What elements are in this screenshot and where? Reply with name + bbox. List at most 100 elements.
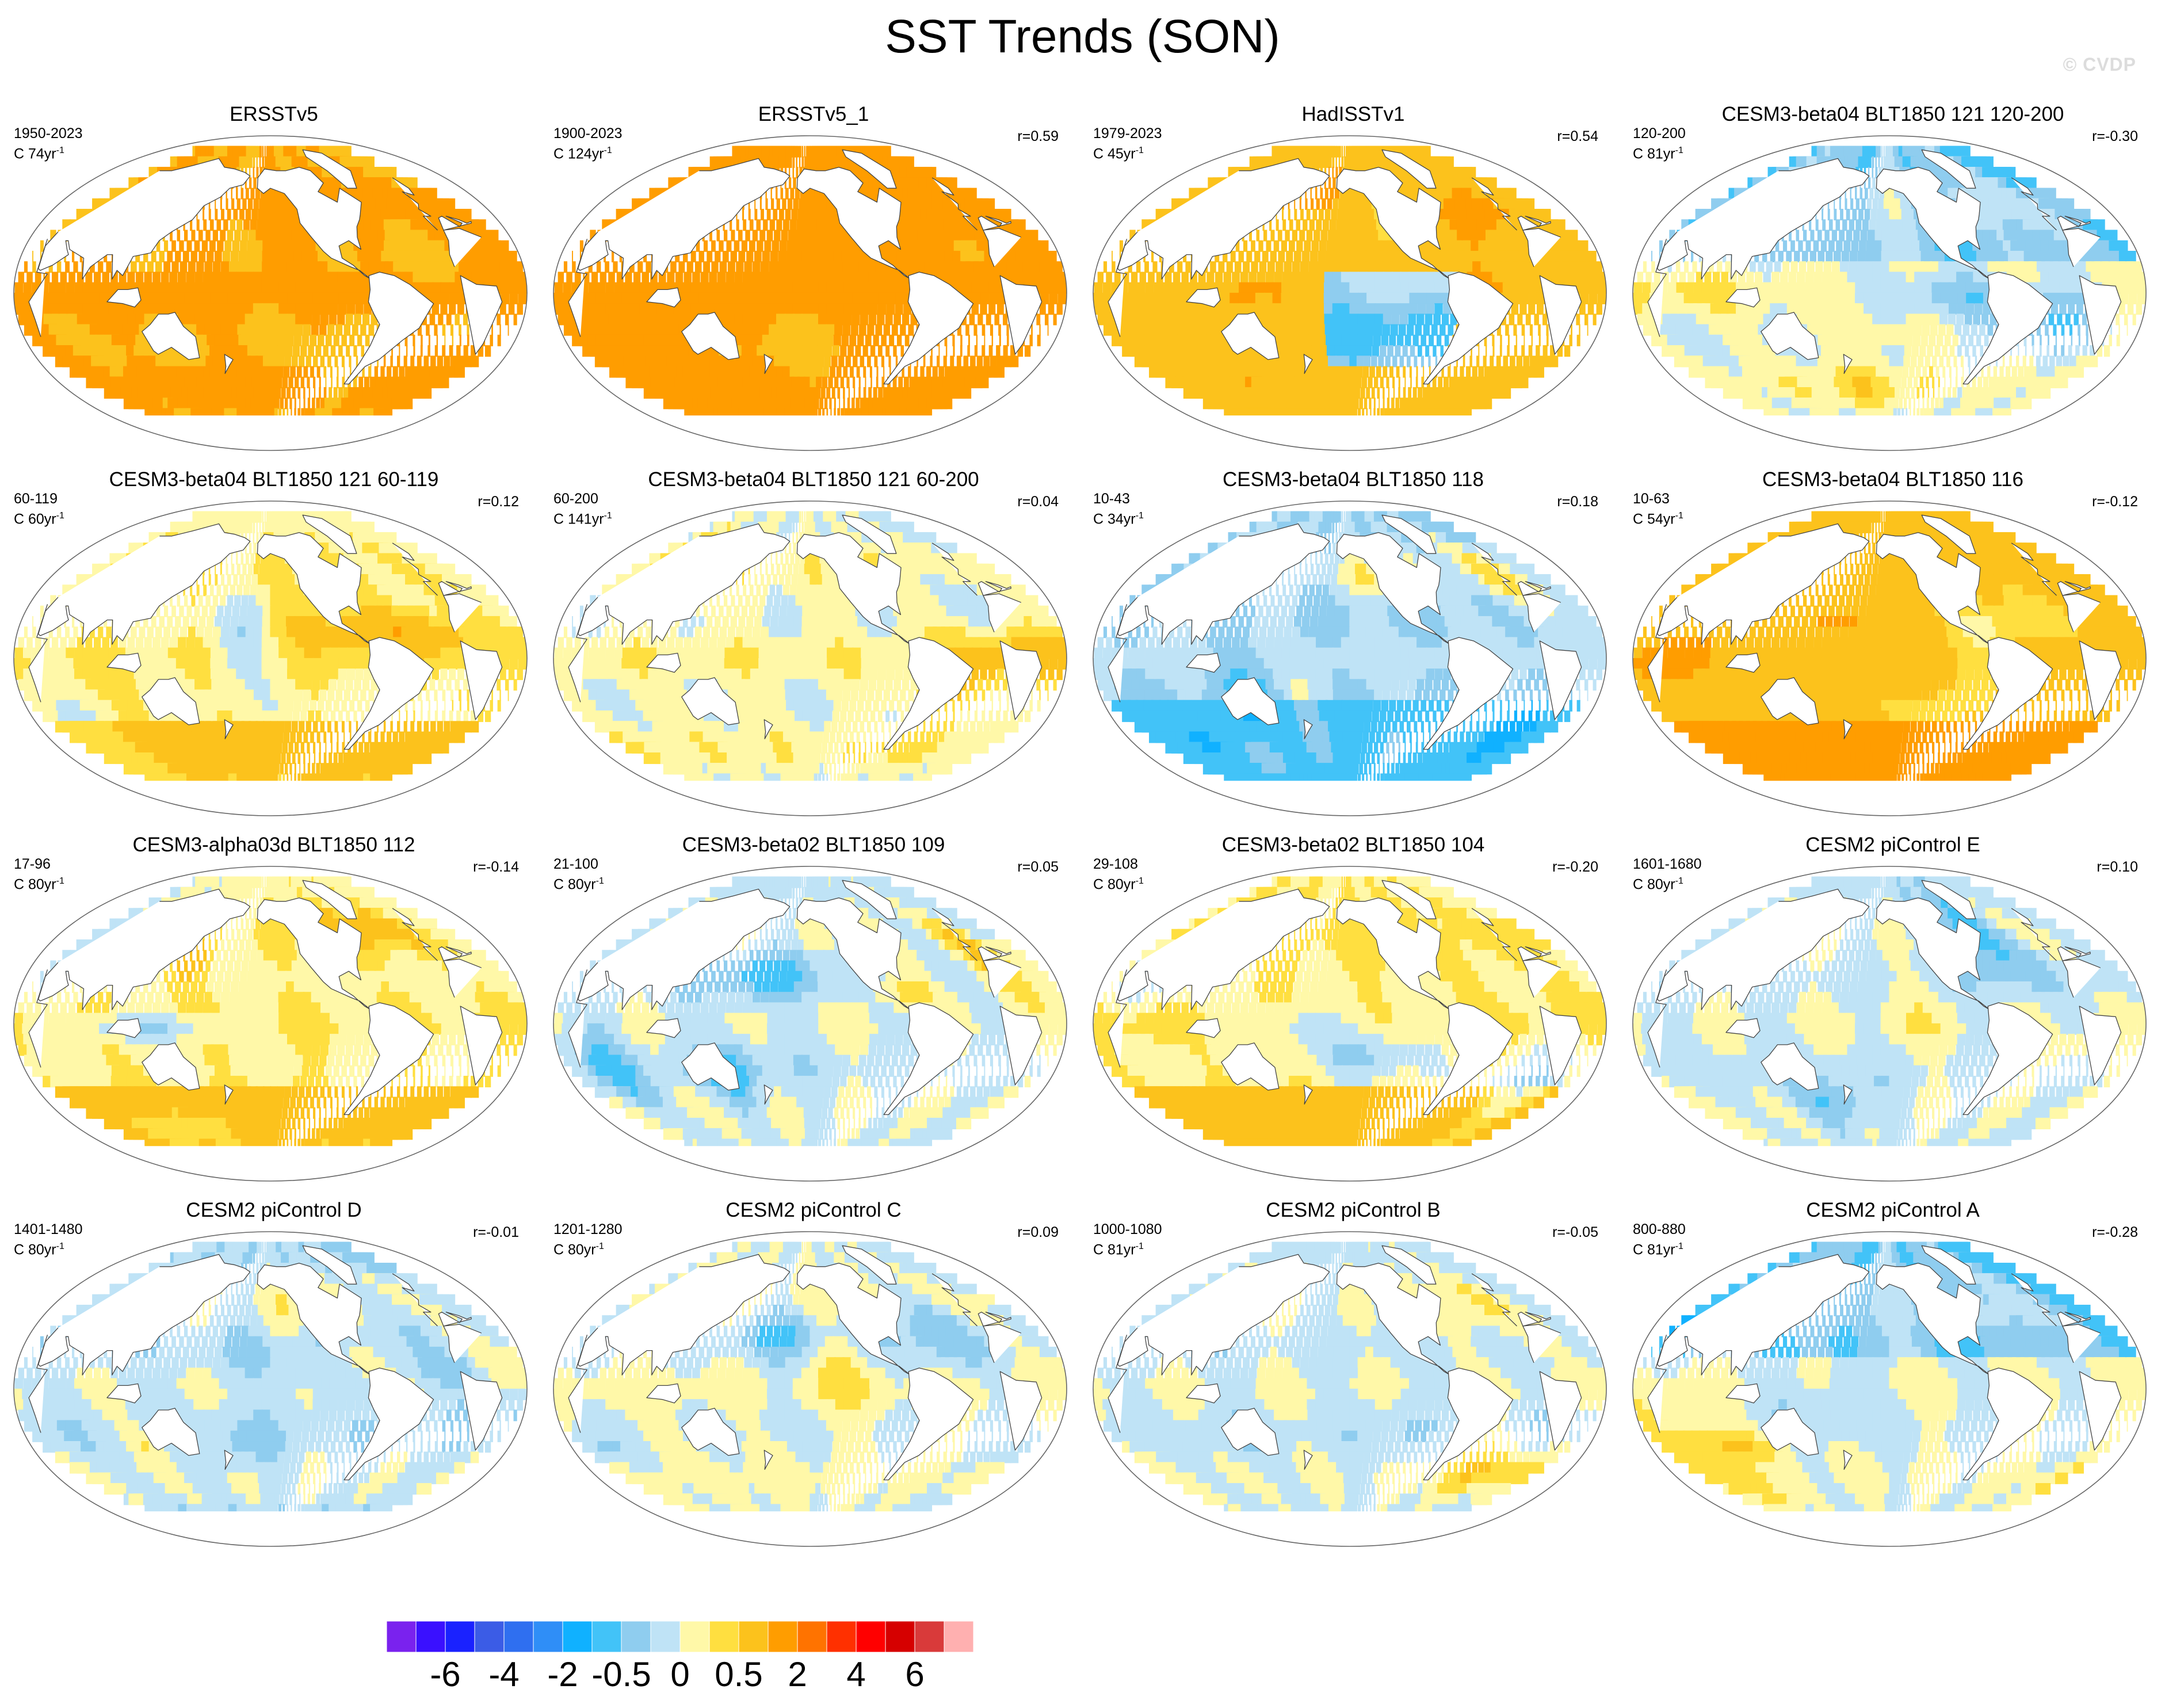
panel-years: 1979-2023	[1093, 125, 1162, 142]
panel-trend-length: C 141yr-1	[553, 507, 612, 528]
panel-years: 1601-1680	[1633, 856, 1702, 873]
continent-outline	[257, 167, 372, 280]
panel-pattern-correlation: r=0.09	[1017, 1224, 1059, 1241]
sst-trend-map	[1093, 1231, 1607, 1547]
cvdp-watermark: © CVDP	[2063, 54, 2136, 75]
antarctica-mask	[1093, 1511, 1606, 1546]
continent-outline	[257, 532, 372, 645]
continent-outline	[1656, 523, 2091, 645]
continent-outline	[37, 523, 472, 645]
continent-outline	[1962, 272, 2053, 385]
sst-trend-map	[1632, 500, 2147, 816]
continent-outline	[343, 1367, 434, 1481]
continent-outline	[1108, 1324, 1582, 1451]
continent-outline	[1647, 228, 2122, 355]
panel-period-info: 60-119 C 60yr-1	[14, 491, 64, 528]
sst-trend-map	[13, 135, 528, 451]
colorbar-box	[503, 1621, 534, 1652]
panel-title: HadISSTv1	[1083, 102, 1624, 127]
continent-outline	[646, 1018, 681, 1038]
panel-period-info: 60-200 C 141yr-1	[553, 491, 612, 528]
antarctica-mask	[1093, 415, 1606, 450]
panel-trend-length: C 45yr-1	[1093, 142, 1162, 162]
sst-trend-map	[553, 500, 1067, 816]
colorbar-tick-label: 2	[740, 1654, 855, 1695]
panel-pattern-correlation: r=0.12	[478, 494, 519, 510]
panel-period-info: 1000-1080 C 81yr-1	[1093, 1221, 1162, 1258]
colorbar-box	[387, 1621, 417, 1652]
continent-outline	[796, 532, 911, 645]
map-boundary	[13, 135, 528, 451]
panel-pattern-correlation: r=0.54	[1557, 128, 1598, 145]
continent-outline	[883, 1002, 974, 1115]
continent-outline	[224, 1450, 234, 1470]
continent-outline	[1656, 1254, 2091, 1375]
continent-outline	[1381, 1245, 1437, 1285]
continent-outline	[1725, 1383, 1761, 1404]
continent-outline	[1921, 149, 1976, 189]
continent-outline	[883, 1367, 974, 1481]
colorbar-box	[914, 1621, 945, 1652]
continent-outline	[1221, 312, 1280, 360]
continent-outline	[106, 1018, 142, 1038]
continent-outline	[302, 880, 357, 919]
colorbar-tick-label: 4	[799, 1654, 914, 1695]
continent-outline	[343, 637, 434, 750]
continent-outline	[1761, 677, 1819, 725]
map-panel: ERSSTv5_1 1900-2023 C 124yr-1 r=0.59	[543, 102, 1084, 468]
continent-outline	[224, 1084, 234, 1105]
continent-outline	[1876, 167, 1991, 280]
continent-outline	[1423, 1367, 1514, 1481]
map-panel: CESM3-beta04 BLT1850 121 60-119 60-119 C 6…	[3, 468, 544, 834]
continent-outline	[1186, 652, 1221, 673]
colorbar-box	[738, 1621, 769, 1652]
continent-outline	[302, 514, 357, 554]
sst-trend-map	[1632, 866, 2147, 1182]
continent-outline	[681, 1408, 740, 1456]
map-boundary	[553, 1231, 1067, 1547]
map-panel: CESM2 piControl A 800-880 C 81yr-1 r=-0.28	[1622, 1198, 2163, 1564]
continent-outline	[883, 272, 974, 385]
continent-outline	[646, 287, 681, 308]
continent-outline	[1647, 958, 2122, 1086]
panel-title: CESM2 piControl C	[543, 1198, 1084, 1222]
continent-outline	[1761, 1042, 1819, 1091]
panel-years: 29-108	[1093, 856, 1144, 873]
antarctica-mask	[553, 1511, 1067, 1546]
panel-period-info: 1950-2023 C 74yr-1	[14, 125, 83, 162]
continent-outline	[1962, 637, 2053, 750]
continent-outline	[1761, 312, 1819, 360]
continent-outline	[1725, 287, 1761, 308]
continent-outline	[1108, 228, 1582, 355]
map-boundary	[13, 1231, 528, 1547]
continent-outline	[1656, 888, 2091, 1010]
map-panel: CESM3-beta04 BLT1850 121 120-200 120-200 C…	[1622, 102, 2163, 468]
continent-outline	[106, 1383, 142, 1404]
continent-outline	[1381, 149, 1437, 189]
continent-outline	[1962, 1002, 2053, 1115]
panel-trend-length: C 34yr-1	[1093, 507, 1144, 528]
panel-period-info: 1979-2023 C 45yr-1	[1093, 125, 1162, 162]
antarctica-mask	[14, 1146, 527, 1181]
continent-outline	[1381, 880, 1437, 919]
continent-outline	[1336, 532, 1451, 645]
colorbar-box	[591, 1621, 622, 1652]
panel-pattern-correlation: r=-0.12	[2092, 494, 2138, 510]
continent-outline	[842, 1245, 897, 1285]
panel-trend-length: C 60yr-1	[14, 507, 64, 528]
antarctica-mask	[1093, 781, 1606, 816]
panel-pattern-correlation: r=0.10	[2097, 859, 2138, 876]
sst-trend-map	[1632, 1231, 2147, 1547]
panel-years: 800-880	[1633, 1221, 1686, 1238]
continent-outline	[763, 719, 773, 739]
antarctica-mask	[553, 781, 1067, 816]
map-panel: CESM3-beta02 BLT1850 109 21-100 C 80yr-1 r=…	[543, 833, 1084, 1199]
map-panel: CESM3-beta04 BLT1850 121 60-200 60-200 C 1…	[543, 468, 1084, 834]
antarctica-mask	[1093, 1146, 1606, 1181]
panel-title: CESM2 piControl B	[1083, 1198, 1624, 1222]
continent-outline	[142, 312, 200, 360]
continent-outline	[1336, 167, 1451, 280]
continent-outline	[1876, 897, 1991, 1010]
panel-period-info: 1900-2023 C 124yr-1	[553, 125, 623, 162]
continent-outline	[1303, 1084, 1313, 1105]
